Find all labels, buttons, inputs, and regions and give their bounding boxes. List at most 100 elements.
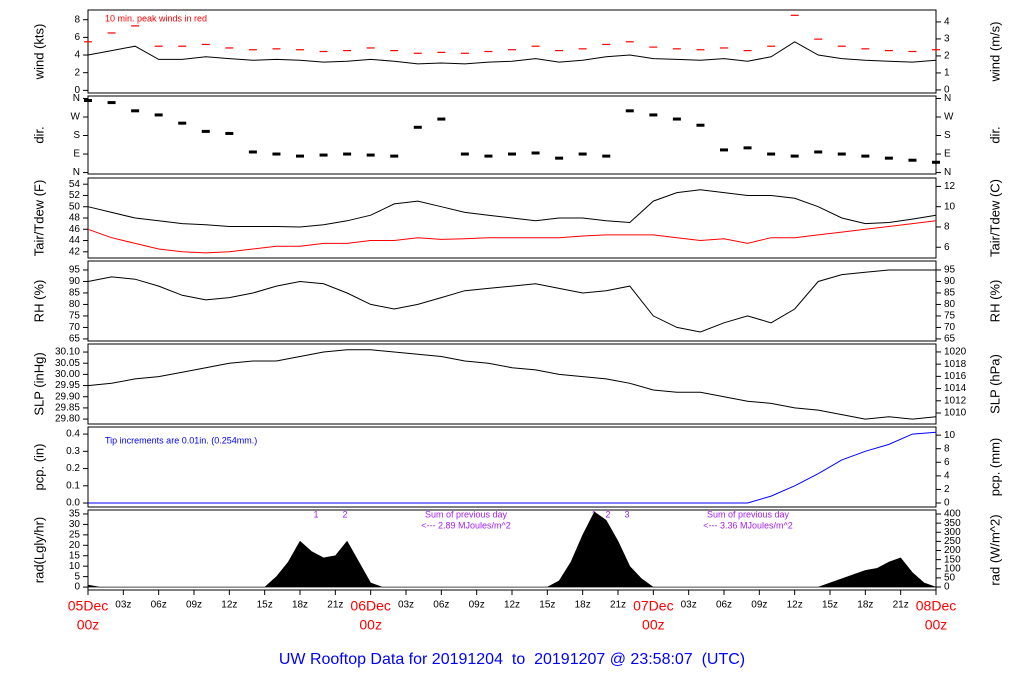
y2-tick-label: 70	[944, 322, 956, 333]
direction-point	[531, 151, 540, 155]
annotation: <--- 3.36 MJoules/m^2	[703, 520, 793, 530]
y-tick-label: 30	[69, 519, 81, 530]
direction-point	[413, 125, 422, 129]
x-tick-label: 12z	[221, 600, 237, 611]
y-axis-label: dir.	[31, 126, 46, 143]
y2-tick-label: 8	[944, 222, 950, 233]
y2-tick-label: N	[944, 167, 951, 178]
direction-point	[743, 146, 752, 150]
y-tick-label: 4	[74, 50, 80, 61]
x-date-label: 06Dec	[350, 598, 390, 614]
direction-point	[484, 154, 493, 158]
radiation-area	[87, 511, 937, 588]
y-tick-label: 0.0	[66, 498, 80, 509]
y-tick-label: 44	[69, 235, 81, 246]
y2-tick-label: 10	[944, 201, 956, 212]
direction-point	[296, 154, 304, 158]
y-tick-label: N	[73, 93, 80, 104]
direction-point	[272, 152, 281, 156]
x-tick-label: 06z	[433, 600, 449, 611]
y-tick-label: 0	[74, 85, 80, 96]
annotation: 3	[624, 509, 629, 519]
y2-tick-label: E	[944, 149, 951, 160]
y2-axis-label: wind (m/s)	[987, 22, 1002, 83]
direction-point	[508, 152, 516, 156]
y-tick-label: 29.90	[55, 391, 80, 402]
y-tick-label: 85	[69, 288, 81, 299]
direction-point	[720, 148, 728, 152]
direction-point	[790, 154, 799, 158]
annotation: Sum of previous day	[707, 509, 790, 519]
footer-title: UW Rooftop Data for 20191204 to 20191207…	[279, 651, 745, 668]
y-tick-label: 48	[69, 213, 81, 224]
y2-axis-label: pcp. (mm)	[987, 438, 1002, 497]
y-tick-label: 90	[69, 276, 81, 287]
y-tick-label: 75	[69, 311, 81, 322]
direction-point	[696, 123, 705, 127]
y-tick-label: 46	[69, 224, 81, 235]
y-tick-label: 0.1	[66, 480, 80, 491]
annotation: Sum of previous day	[425, 509, 508, 519]
y-tick-label: 0	[74, 582, 80, 593]
y-tick-label: S	[73, 130, 80, 141]
y2-tick-label: 8	[944, 443, 950, 454]
direction-point	[343, 152, 352, 156]
direction-point	[319, 153, 328, 157]
y2-tick-label: 2	[944, 484, 950, 495]
x-tick-label: 18z	[292, 600, 308, 611]
panel-frame	[87, 95, 937, 175]
direction-point	[578, 152, 587, 156]
annotation: <--- 2.89 MJoules/m^2	[421, 520, 511, 530]
direction-point	[225, 131, 234, 135]
y-tick-label: 50	[69, 201, 81, 212]
x-tick-label: 09z	[469, 600, 485, 611]
y2-tick-label: 400	[944, 509, 961, 520]
y2-tick-label: 1014	[944, 383, 967, 394]
direction-point	[814, 150, 823, 154]
y2-tick-label: 1012	[944, 395, 967, 406]
direction-point	[390, 154, 399, 158]
x-tick-label: 12z	[787, 600, 803, 611]
x-tick-label: 03z	[115, 600, 131, 611]
y2-tick-label: N	[944, 93, 951, 104]
y-axis-label: RH (%)	[31, 280, 46, 323]
y2-tick-label: 50	[944, 573, 956, 584]
direction-point	[460, 152, 469, 156]
y2-axis-label: RH (%)	[987, 280, 1002, 323]
y-axis-label: wind (kts)	[31, 24, 46, 81]
x-tick-label: 06z	[151, 600, 167, 611]
y-axis-label: pcp. (in)	[31, 444, 46, 491]
direction-point	[884, 156, 893, 160]
x-tick-label: 06z	[716, 600, 732, 611]
y-tick-label: E	[73, 149, 80, 160]
y2-tick-label: 6	[944, 242, 950, 253]
annotation: 2	[342, 509, 347, 519]
panel-frame	[87, 343, 937, 425]
y-tick-label: 15	[69, 550, 81, 561]
y-tick-label: 29.80	[55, 414, 80, 425]
series-line	[87, 220, 937, 254]
y-tick-label: 42	[69, 246, 81, 257]
x-date-label: 07Dec	[633, 598, 673, 614]
y-tick-label: 0.4	[66, 429, 80, 440]
y2-tick-label: 300	[944, 527, 961, 538]
y-tick-label: 30.10	[55, 347, 80, 358]
direction-point	[366, 153, 375, 157]
y2-tick-label: S	[944, 130, 951, 141]
y-tick-label: 2	[74, 67, 80, 78]
direction-point	[602, 154, 611, 158]
direction-point	[672, 117, 681, 121]
y-tick-label: 80	[69, 299, 81, 310]
y2-tick-label: 1010	[944, 408, 967, 419]
y2-tick-label: 250	[944, 536, 961, 547]
x-tick-label: 21z	[610, 600, 626, 611]
annotation: 2	[605, 509, 610, 519]
x-tick-label: 09z	[186, 600, 202, 611]
y2-axis-label: rad (W/m^2)	[987, 514, 1002, 585]
y2-tick-label: 200	[944, 545, 961, 556]
y2-tick-label: 0	[944, 582, 950, 593]
panel-frame	[87, 260, 937, 342]
direction-point	[178, 121, 187, 125]
y-axis-label: Tair/Tdew (F)	[31, 180, 46, 257]
x-tick-label: 09z	[751, 600, 767, 611]
